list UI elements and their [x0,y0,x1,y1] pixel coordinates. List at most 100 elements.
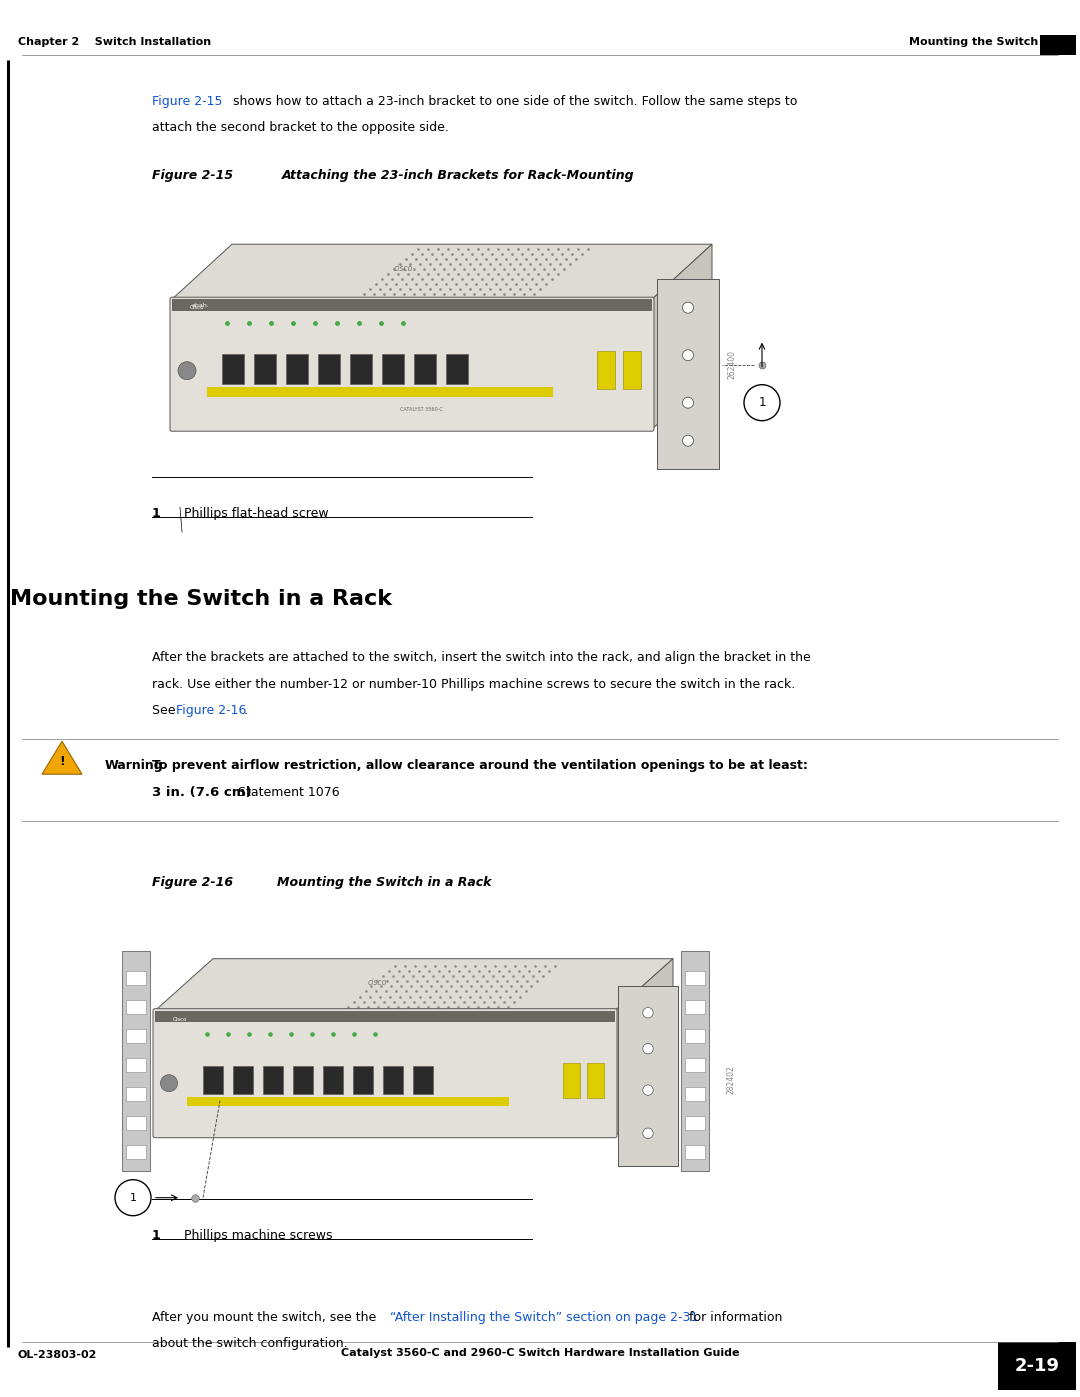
Text: 1: 1 [152,1229,161,1242]
Text: .: . [244,704,248,717]
Polygon shape [615,958,673,1136]
FancyBboxPatch shape [681,951,708,1171]
Text: ahah.: ahah. [192,303,210,307]
FancyBboxPatch shape [1040,35,1076,54]
FancyBboxPatch shape [685,1000,705,1014]
FancyBboxPatch shape [563,1063,580,1098]
FancyBboxPatch shape [413,1066,433,1094]
Text: cisco: cisco [367,978,387,986]
FancyBboxPatch shape [597,351,615,390]
Text: 282402: 282402 [727,1065,735,1094]
Text: 1: 1 [152,507,161,520]
FancyBboxPatch shape [685,971,705,985]
Text: 2-19: 2-19 [1014,1356,1059,1375]
Text: OL-23803-02: OL-23803-02 [18,1350,97,1361]
FancyBboxPatch shape [588,1063,604,1098]
Text: Warning: Warning [105,759,164,773]
FancyBboxPatch shape [126,1087,146,1101]
Text: Cisco: Cisco [173,1017,188,1021]
Text: Mounting the Switch: Mounting the Switch [908,36,1038,47]
Circle shape [643,1007,653,1018]
Text: 3 in. (7.6 cm): 3 in. (7.6 cm) [152,785,252,799]
FancyBboxPatch shape [382,355,404,384]
Text: Mounting the Switch in a Rack: Mounting the Switch in a Rack [10,590,392,609]
Text: 1: 1 [758,397,766,409]
Polygon shape [156,958,673,1010]
FancyBboxPatch shape [156,1010,615,1023]
Text: CATALYST 3560-C: CATALYST 3560-C [401,407,443,412]
Polygon shape [42,742,82,774]
FancyBboxPatch shape [254,355,276,384]
Circle shape [643,1129,653,1139]
FancyBboxPatch shape [685,1116,705,1130]
FancyBboxPatch shape [122,951,150,1171]
FancyBboxPatch shape [323,1066,343,1094]
Circle shape [643,1044,653,1053]
FancyBboxPatch shape [618,986,678,1165]
Text: “After Installing the Switch” section on page 2-31: “After Installing the Switch” section on… [390,1310,699,1324]
Text: See: See [152,704,179,717]
FancyBboxPatch shape [233,1066,253,1094]
FancyBboxPatch shape [126,1058,146,1071]
Text: rack. Use either the number-12 or number-10 Phillips machine screws to secure th: rack. Use either the number-12 or number… [152,678,795,690]
Text: Figure 2-15: Figure 2-15 [152,95,222,108]
Circle shape [683,436,693,446]
Text: Attaching the 23-inch Brackets for Rack-Mounting: Attaching the 23-inch Brackets for Rack-… [282,169,635,182]
FancyBboxPatch shape [685,1087,705,1101]
Text: After you mount the switch, see the: After you mount the switch, see the [152,1310,380,1324]
FancyBboxPatch shape [126,971,146,985]
Text: attach the second bracket to the opposite side.: attach the second bracket to the opposit… [152,122,449,134]
Circle shape [161,1074,177,1091]
Circle shape [683,397,693,408]
Text: shows how to attach a 23-inch bracket to one side of the switch. Follow the same: shows how to attach a 23-inch bracket to… [229,95,797,108]
Text: After the brackets are attached to the switch, insert the switch into the rack, : After the brackets are attached to the s… [152,651,811,664]
FancyBboxPatch shape [685,1058,705,1071]
Text: 262400: 262400 [728,349,737,379]
Circle shape [643,1085,653,1095]
FancyBboxPatch shape [172,299,652,312]
Text: Statement 1076: Statement 1076 [234,785,339,799]
Text: Figure 2-15: Figure 2-15 [152,169,233,182]
FancyBboxPatch shape [264,1066,283,1094]
FancyBboxPatch shape [293,1066,313,1094]
FancyBboxPatch shape [657,279,719,469]
FancyBboxPatch shape [170,298,654,432]
Polygon shape [172,244,712,299]
FancyBboxPatch shape [685,1144,705,1158]
FancyBboxPatch shape [383,1066,403,1094]
Text: !: ! [59,754,65,768]
Text: Chapter 2    Switch Installation: Chapter 2 Switch Installation [18,36,211,47]
Text: Phillips machine screws: Phillips machine screws [184,1229,333,1242]
Text: Mounting the Switch in a Rack: Mounting the Switch in a Rack [276,876,491,888]
FancyBboxPatch shape [126,1000,146,1014]
Text: for information: for information [685,1310,782,1324]
Text: cisco: cisco [394,264,414,274]
FancyBboxPatch shape [318,355,340,384]
FancyBboxPatch shape [414,355,436,384]
Text: To prevent airflow restriction, allow clearance around the ventilation openings : To prevent airflow restriction, allow cl… [152,759,808,773]
FancyBboxPatch shape [446,355,468,384]
FancyBboxPatch shape [222,355,244,384]
Text: Figure 2-16: Figure 2-16 [176,704,246,717]
FancyBboxPatch shape [685,1028,705,1042]
FancyBboxPatch shape [353,1066,373,1094]
Text: Catalyst 3560-C and 2960-C Switch Hardware Installation Guide: Catalyst 3560-C and 2960-C Switch Hardwa… [341,1348,739,1358]
Text: about the switch configuration.: about the switch configuration. [152,1337,348,1350]
FancyBboxPatch shape [286,355,308,384]
FancyBboxPatch shape [187,1097,509,1105]
FancyBboxPatch shape [126,1116,146,1130]
Polygon shape [652,244,712,429]
FancyBboxPatch shape [350,355,372,384]
FancyBboxPatch shape [126,1144,146,1158]
FancyBboxPatch shape [203,1066,222,1094]
Circle shape [114,1179,151,1215]
Circle shape [683,302,693,313]
Circle shape [683,349,693,360]
Circle shape [744,384,780,420]
FancyBboxPatch shape [998,1343,1076,1390]
Text: Figure 2-16: Figure 2-16 [152,876,233,888]
Text: Cisco: Cisco [190,305,204,310]
FancyBboxPatch shape [126,1028,146,1042]
FancyBboxPatch shape [207,387,553,397]
FancyBboxPatch shape [623,351,642,390]
